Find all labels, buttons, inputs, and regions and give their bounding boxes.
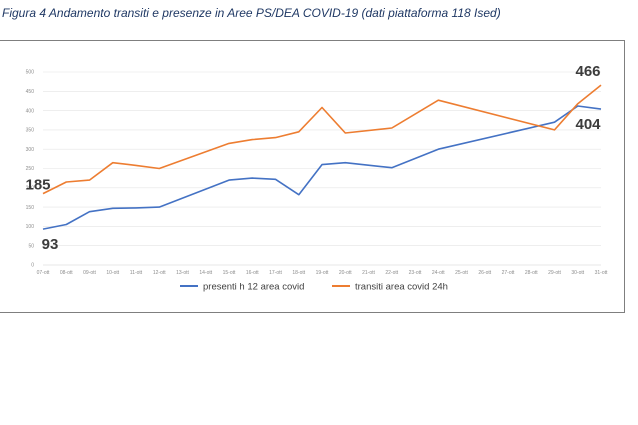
y-tick-label: 150	[26, 205, 35, 211]
y-tick-label: 450	[26, 89, 35, 95]
data-label: 466	[575, 63, 600, 80]
x-tick-label: 20-ott	[339, 270, 352, 276]
x-tick-label: 21-ott	[362, 270, 375, 276]
y-tick-label: 300	[26, 147, 35, 153]
series-line-presenti	[42, 105, 602, 230]
data-label: 185	[25, 177, 50, 194]
x-tick-label: 14-ott	[199, 270, 212, 276]
y-tick-label: 200	[26, 186, 35, 192]
x-tick-label: 15-ott	[223, 270, 236, 276]
series-line-transiti	[42, 84, 602, 195]
x-tick-label: 22-ott	[385, 270, 398, 276]
x-tick-label: 12-ott	[153, 270, 166, 276]
x-tick-label: 30-ott	[571, 270, 584, 276]
y-tick-label: 350	[26, 128, 35, 134]
x-tick-label: 24-ott	[432, 270, 445, 276]
x-tick-label: 27-ott	[502, 270, 515, 276]
x-tick-label: 08-ott	[60, 270, 73, 276]
x-tick-label: 18-ott	[292, 270, 305, 276]
x-tick-label: 07-ott	[37, 270, 50, 276]
x-tick-label: 31-ott	[595, 270, 608, 276]
data-label: 93	[42, 236, 59, 253]
y-tick-label: 250	[26, 166, 35, 172]
x-tick-label: 29-ott	[548, 270, 561, 276]
x-tick-label: 16-ott	[246, 270, 259, 276]
x-tick-label: 10-ott	[106, 270, 119, 276]
x-tick-label: 11-ott	[130, 270, 143, 276]
y-tick-label: 100	[26, 224, 35, 230]
figure-caption: Figura 4 Andamento transiti e presenze i…	[2, 6, 501, 20]
x-tick-label: 26-ott	[478, 270, 491, 276]
x-tick-label: 28-ott	[525, 270, 538, 276]
y-tick-label: 0	[31, 263, 34, 269]
x-tick-label: 19-ott	[316, 270, 329, 276]
y-tick-label: 400	[26, 108, 35, 114]
legend-label: presenti h 12 area covid	[203, 282, 304, 293]
x-tick-label: 17-ott	[269, 270, 282, 276]
y-tick-label: 50	[28, 243, 34, 249]
y-tick-label: 500	[26, 70, 35, 76]
data-label: 404	[575, 116, 601, 133]
x-tick-label: 13-ott	[176, 270, 189, 276]
legend-label: transiti area covid 24h	[355, 282, 448, 293]
x-tick-label: 25-ott	[455, 270, 468, 276]
x-tick-label: 09-ott	[83, 270, 96, 276]
x-tick-label: 23-ott	[409, 270, 422, 276]
